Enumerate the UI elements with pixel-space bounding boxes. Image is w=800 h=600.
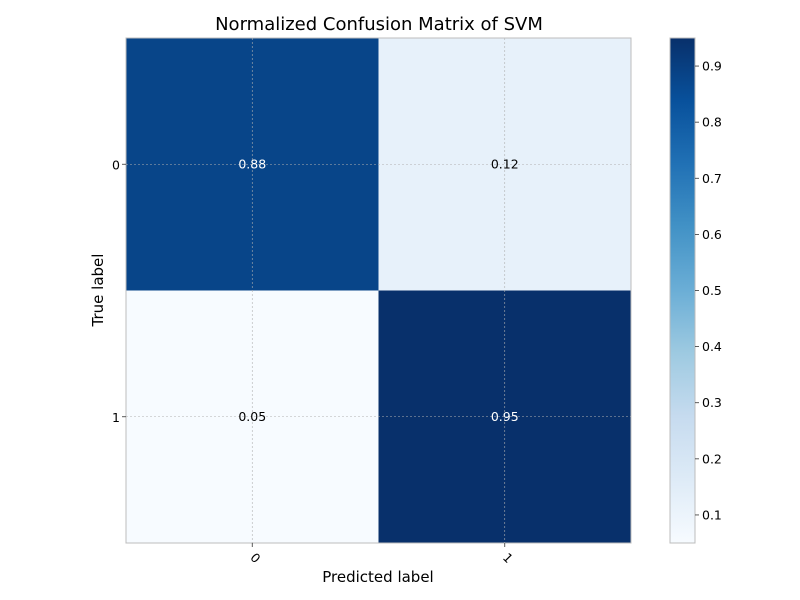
colorbar-tick-label-7: 0.8 [702,115,722,130]
plot-frame [125,37,632,544]
colorbar-tick-label-4: 0.5 [702,283,722,298]
x-axis-label: Predicted label [322,568,433,586]
heatmap-cells [126,38,631,543]
cell-1-0 [126,290,379,543]
colorbar [669,37,696,544]
x-tick-label-0: 0 [247,550,263,566]
grid-lines [126,38,631,543]
colorbar-tick-label-8: 0.9 [702,59,722,74]
y-tick-label-0: 0 [112,157,120,172]
y-tick-label-1: 1 [112,410,120,425]
chart-title: Normalized Confusion Matrix of SVM [215,14,543,35]
colorbar-tick-label-0: 0.1 [702,507,722,522]
cell-label-0-1: 0.12 [491,156,519,171]
cell-0-0 [126,38,379,291]
y-axis-ticks: 01 [112,157,126,425]
cell-label-1-1: 0.95 [491,409,519,424]
cell-1-1 [378,290,631,543]
y-axis-label: True label [89,254,107,328]
colorbar-tick-label-1: 0.2 [702,451,722,466]
cell-label-0-0: 0.88 [238,156,266,171]
cell-labels: 0.88 0.12 0.05 0.95 [238,156,518,424]
colorbar-ticks: 0.1 0.2 0.3 0.4 0.5 0.6 0.7 0.8 0.9 [695,59,722,522]
colorbar-tick-label-2: 0.3 [702,395,722,410]
x-tick-label-1: 1 [500,550,516,566]
colorbar-tick-label-3: 0.4 [702,339,722,354]
cell-label-1-0: 0.05 [238,409,266,424]
colorbar-tick-label-6: 0.7 [702,171,722,186]
colorbar-tick-label-5: 0.6 [702,227,722,242]
cell-0-1 [378,38,631,291]
